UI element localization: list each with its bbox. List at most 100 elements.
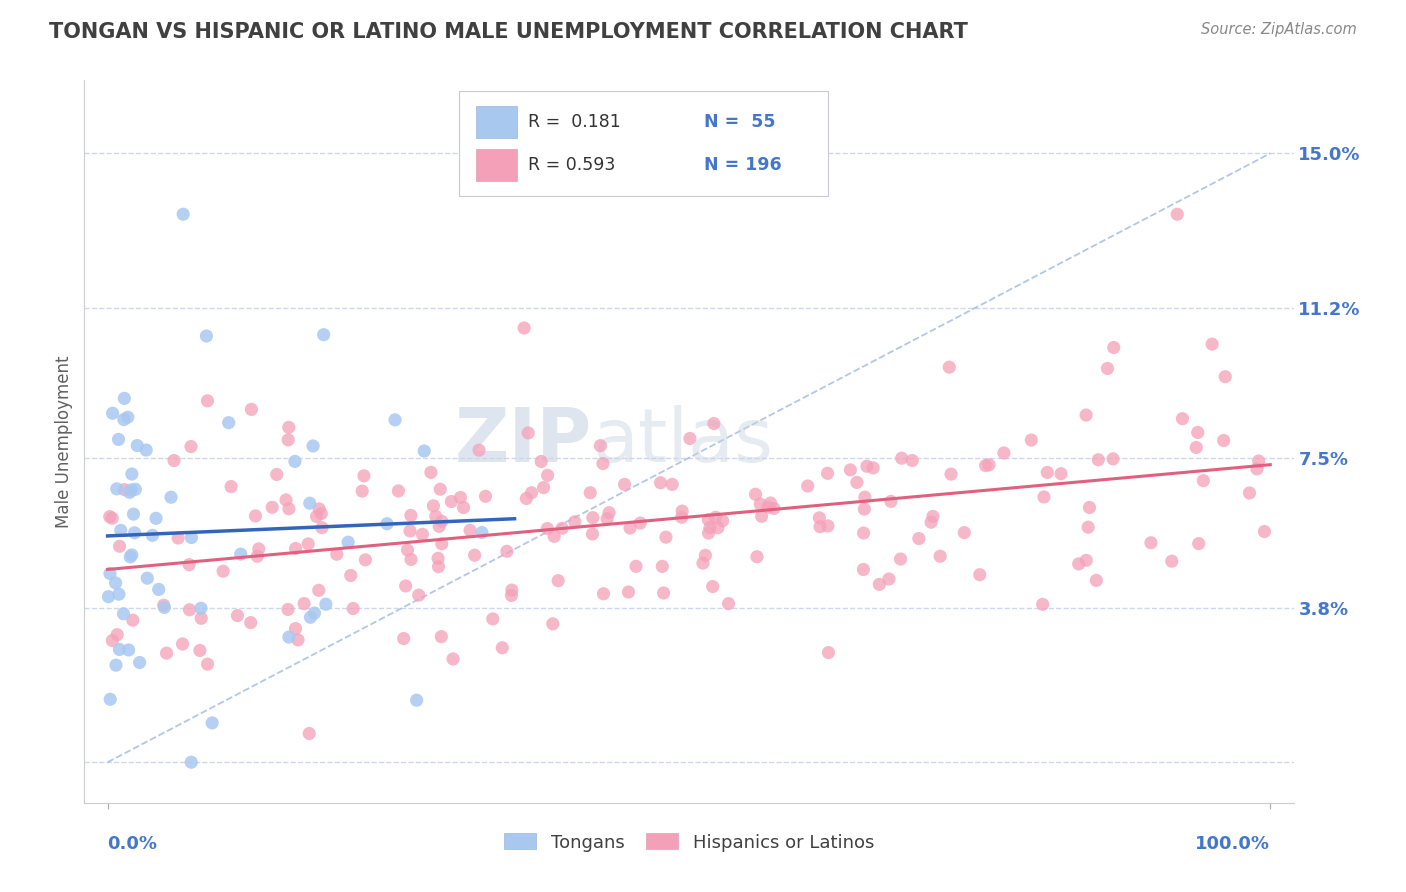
Point bbox=[98, 692, 121, 706]
Point bbox=[430, 537, 453, 551]
Point bbox=[239, 615, 262, 630]
Point bbox=[124, 525, 146, 540]
Point bbox=[190, 601, 212, 615]
Point bbox=[901, 453, 924, 467]
Point bbox=[704, 510, 727, 524]
Point bbox=[155, 646, 177, 660]
Point bbox=[112, 607, 135, 621]
Point bbox=[679, 432, 702, 446]
Point bbox=[547, 574, 569, 588]
Point bbox=[118, 485, 141, 500]
Point bbox=[1050, 467, 1073, 481]
Point bbox=[1192, 474, 1215, 488]
Point bbox=[305, 509, 328, 524]
Point bbox=[167, 531, 190, 545]
Point bbox=[246, 549, 269, 564]
Point bbox=[172, 637, 194, 651]
Point bbox=[122, 507, 145, 521]
Point bbox=[152, 598, 174, 612]
Point bbox=[180, 531, 202, 545]
Point bbox=[135, 443, 157, 458]
Point bbox=[862, 461, 884, 475]
Point bbox=[145, 511, 167, 525]
Point bbox=[108, 642, 131, 657]
Point bbox=[598, 506, 620, 520]
Point bbox=[120, 549, 142, 564]
Text: ZIP: ZIP bbox=[456, 405, 592, 478]
Point bbox=[1102, 341, 1125, 355]
Point bbox=[471, 525, 494, 540]
Point bbox=[1085, 574, 1108, 588]
Point bbox=[707, 521, 730, 535]
Point bbox=[744, 487, 766, 501]
Point bbox=[993, 446, 1015, 460]
Point bbox=[427, 519, 450, 533]
Point bbox=[240, 402, 263, 417]
Point bbox=[284, 622, 307, 636]
Point bbox=[1021, 433, 1043, 447]
Point bbox=[105, 627, 128, 641]
Point bbox=[745, 549, 768, 564]
Point bbox=[628, 516, 651, 530]
Point bbox=[515, 491, 537, 506]
Point bbox=[839, 463, 862, 477]
Point bbox=[440, 494, 463, 508]
Point bbox=[474, 489, 496, 503]
Point bbox=[312, 327, 335, 342]
Point bbox=[808, 519, 831, 533]
Point bbox=[922, 509, 945, 524]
Point bbox=[375, 516, 398, 531]
Bar bbox=[477, 149, 517, 180]
Point bbox=[592, 457, 614, 471]
Point bbox=[430, 514, 453, 528]
Text: 0.0%: 0.0% bbox=[108, 835, 157, 854]
Point bbox=[429, 482, 451, 496]
Point bbox=[98, 566, 121, 581]
Point bbox=[969, 567, 991, 582]
Point bbox=[399, 552, 422, 566]
Point bbox=[920, 515, 942, 529]
Point bbox=[124, 483, 146, 497]
Text: N = 196: N = 196 bbox=[704, 156, 782, 174]
Point bbox=[195, 329, 218, 343]
Point bbox=[853, 490, 876, 504]
Point bbox=[419, 466, 441, 480]
Point bbox=[201, 715, 224, 730]
Point bbox=[110, 524, 132, 538]
Point bbox=[1102, 451, 1125, 466]
Point bbox=[427, 559, 450, 574]
Point bbox=[589, 439, 612, 453]
Point bbox=[564, 515, 586, 529]
Point bbox=[97, 590, 120, 604]
Point bbox=[1253, 524, 1275, 539]
Point bbox=[112, 392, 135, 406]
Point bbox=[877, 572, 900, 586]
Point bbox=[298, 726, 321, 740]
Point bbox=[219, 480, 242, 494]
Point bbox=[890, 451, 912, 466]
Point bbox=[1185, 441, 1208, 455]
Point bbox=[292, 597, 315, 611]
Point bbox=[501, 583, 523, 598]
Point bbox=[128, 656, 150, 670]
Point bbox=[624, 559, 647, 574]
Point bbox=[481, 612, 503, 626]
Point bbox=[354, 553, 377, 567]
Point bbox=[1140, 535, 1163, 549]
Point bbox=[1078, 500, 1101, 515]
Point bbox=[311, 521, 333, 535]
Point bbox=[1239, 486, 1261, 500]
Point bbox=[613, 477, 636, 491]
Point bbox=[517, 425, 540, 440]
Point bbox=[592, 587, 614, 601]
Point bbox=[543, 529, 565, 543]
Point bbox=[1213, 369, 1236, 384]
Point bbox=[104, 658, 127, 673]
Point bbox=[596, 512, 619, 526]
Point bbox=[413, 444, 436, 458]
Point bbox=[749, 497, 772, 511]
Point bbox=[468, 443, 491, 458]
Point bbox=[651, 559, 673, 574]
Point bbox=[703, 417, 725, 431]
Point bbox=[817, 646, 839, 660]
